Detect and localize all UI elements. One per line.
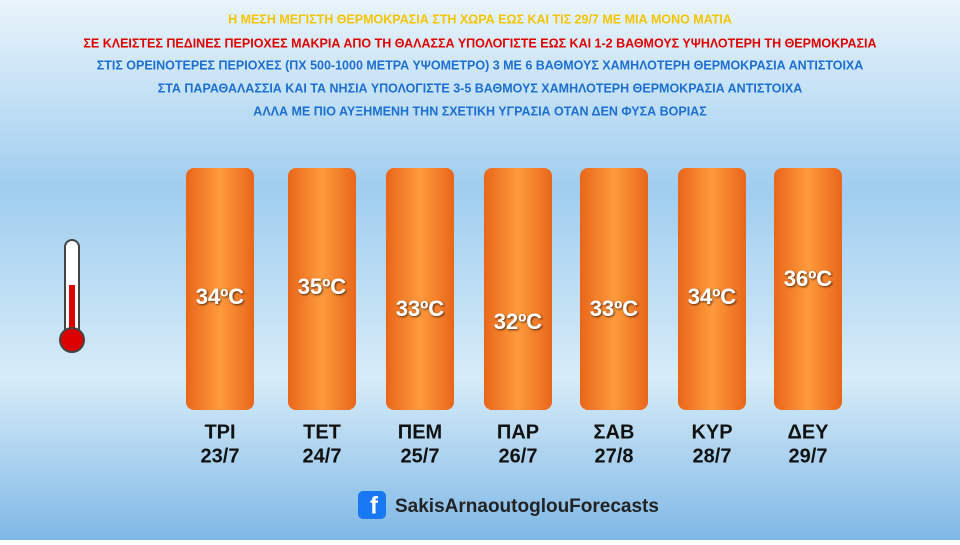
day-date: 26/7 bbox=[499, 445, 538, 467]
day-bar bbox=[386, 168, 454, 410]
facebook-icon: f bbox=[358, 491, 386, 519]
temperature: 33ºC bbox=[590, 296, 639, 321]
header-line: ΣΤΑ ΠΑΡΑΘΑΛΑΣΣΙΑ ΚΑΙ ΤΑ ΝΗΣΙΑ ΥΠΟΛΟΓΙΣΤΕ… bbox=[158, 81, 803, 95]
temperature: 36ºC bbox=[784, 266, 833, 291]
temperature: 35ºC bbox=[298, 274, 347, 299]
temperature: 34ºC bbox=[196, 284, 245, 309]
brand: SakisArnaoutoglouForecasts bbox=[395, 496, 659, 517]
day-bar bbox=[774, 168, 842, 410]
day-name: ΚΥΡ bbox=[691, 421, 732, 443]
temperature: 32ºC bbox=[494, 309, 543, 334]
header-line: ΣΕ ΚΛΕΙΣΤΕΣ ΠΕΔΙΝΕΣ ΠΕΡΙΟΧΕΣ ΜΑΚΡΙΑ ΑΠΟ … bbox=[83, 36, 876, 50]
day-name: ΠΕΜ bbox=[398, 421, 442, 443]
day-bar bbox=[484, 168, 552, 410]
temperature: 34ºC bbox=[688, 284, 737, 309]
temperature: 33ºC bbox=[396, 296, 445, 321]
day-date: 29/7 bbox=[789, 445, 828, 467]
header-line: ΣΤΙΣ ΟΡΕΙΝΟΤΕΡΕΣ ΠΕΡΙΟΧΕΣ (ΠΧ 500-1000 Μ… bbox=[97, 58, 864, 72]
svg-text:f: f bbox=[370, 492, 379, 519]
day-name: ΣΑΒ bbox=[594, 421, 635, 443]
day-bar bbox=[678, 168, 746, 410]
day-bar bbox=[580, 168, 648, 410]
day-bar bbox=[288, 168, 356, 410]
day-name: ΤΡΙ bbox=[204, 421, 235, 443]
day-bar bbox=[186, 168, 254, 410]
day-date: 27/8 bbox=[595, 445, 634, 467]
day-date: 24/7 bbox=[303, 445, 342, 467]
header-line: Η ΜΕΣΗ ΜΕΓΙΣΤΗ ΘΕΡΜΟΚΡΑΣΙΑ ΣΤΗ ΧΩΡΑ ΕΩΣ … bbox=[228, 12, 732, 26]
day-name: ΠΑΡ bbox=[497, 421, 539, 443]
day-date: 23/7 bbox=[201, 445, 240, 467]
day-date: 28/7 bbox=[693, 445, 732, 467]
day-name: ΔΕΥ bbox=[787, 421, 829, 443]
day-date: 25/7 bbox=[401, 445, 440, 467]
thermometer bbox=[59, 239, 85, 353]
header-line: ΑΛΛΑ ΜΕ ΠΙΟ ΑΥΞΗΜΕΝΗ ΤΗΝ ΣΧΕΤΙΚΗ ΥΓΡΑΣΙΑ… bbox=[253, 104, 707, 118]
day-name: ΤΕΤ bbox=[303, 421, 341, 443]
